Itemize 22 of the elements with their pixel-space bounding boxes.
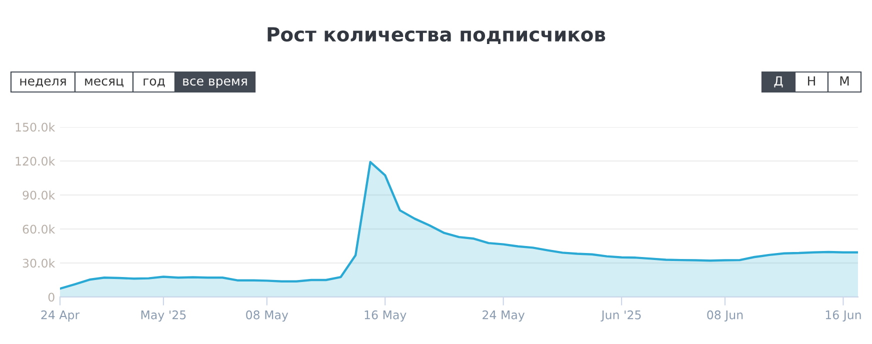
chart-title: Рост количества подписчиков [268, 27, 606, 44]
x-tick-label: 24 Apr [41, 310, 80, 322]
text: все время [183, 78, 247, 88]
y-tick-label: 0 [48, 292, 54, 302]
text: Д [774, 76, 783, 88]
text: М [840, 76, 849, 86]
text: Н [808, 76, 815, 86]
text: неделя [20, 78, 66, 88]
x-tick-label: 24 May [482, 310, 525, 322]
x-tick-label: Jun '25 [600, 310, 641, 322]
y-tick-label: 60.0k [22, 224, 56, 234]
y-tick-label: 150.0k [16, 122, 56, 132]
text: месяц [85, 78, 124, 88]
y-tick-label: 30.0k [22, 258, 56, 268]
text: год [144, 78, 165, 88]
x-tick-label: 08 Jun [707, 310, 743, 322]
x-tick-label: 16 Jun [826, 310, 861, 322]
x-tick-label: May '25 [141, 310, 186, 322]
y-tick-label: 90.0k [22, 190, 56, 200]
x-tick-label: 08 May [246, 310, 288, 322]
y-tick-label: 120.0k [16, 156, 56, 166]
x-tick-label: 16 May [364, 310, 406, 322]
